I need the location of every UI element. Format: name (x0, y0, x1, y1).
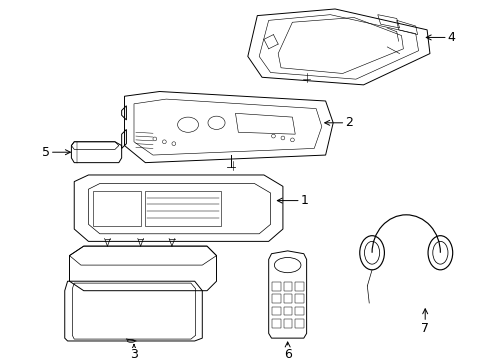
Text: 4: 4 (426, 31, 455, 44)
Text: 5: 5 (41, 146, 70, 159)
Text: 6: 6 (283, 342, 291, 360)
Bar (272, 282, 281, 291)
Bar (284, 319, 292, 328)
Bar (272, 319, 281, 328)
Bar (284, 307, 292, 315)
Bar (295, 294, 303, 303)
Bar (284, 282, 292, 291)
Bar (272, 294, 281, 303)
Bar (295, 319, 303, 328)
Bar (272, 307, 281, 315)
Text: 2: 2 (324, 116, 352, 129)
Text: 3: 3 (130, 345, 138, 360)
Bar (295, 307, 303, 315)
Text: 1: 1 (277, 194, 308, 207)
Text: 7: 7 (420, 309, 428, 335)
Bar (284, 294, 292, 303)
Bar (295, 282, 303, 291)
